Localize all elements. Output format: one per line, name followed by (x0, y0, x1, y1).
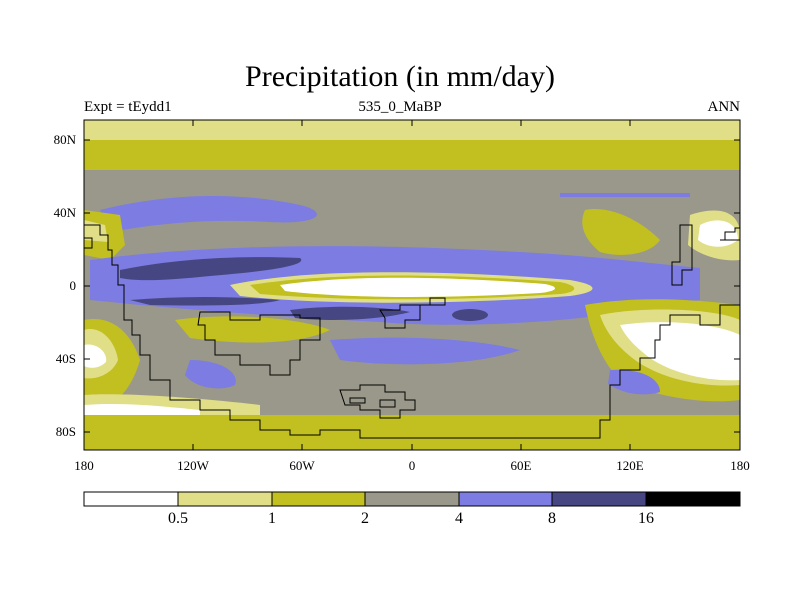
colorbar-label-8: 8 (548, 510, 556, 527)
south-east-blue (608, 369, 660, 395)
colorbar (83, 491, 741, 507)
map-title: Precipitation (in mm/day) (245, 60, 555, 93)
colorbar-label-16: 16 (638, 510, 654, 527)
coastlines (84, 224, 740, 439)
lat-label-40s: 40S (55, 351, 76, 366)
lat-label-80s: 80S (55, 424, 76, 439)
south-blue-patch (185, 360, 236, 389)
colorbar-box-3 (272, 492, 365, 506)
axis-ticks (83, 120, 741, 450)
south-west-driest (84, 344, 107, 368)
south-white-streak (84, 403, 200, 415)
south-blue-band (330, 337, 520, 365)
arctic-band (84, 140, 740, 170)
lat-label-0: 0 (69, 278, 77, 293)
colorbar-label-0-5: 0.5 (168, 510, 188, 527)
colorbar-box-5 (459, 492, 552, 506)
lon-label-60e: 60E (510, 458, 532, 473)
lon-label-120w: 120W (177, 458, 209, 473)
lon-label-120e: 120E (616, 458, 644, 473)
season-label: ANN (707, 99, 741, 115)
storm-track-thin (560, 193, 690, 197)
tropical-very-wet-d (452, 309, 488, 321)
storm-track-north (100, 195, 317, 232)
tropical-very-wet-b (130, 297, 280, 306)
lat-label-80n: 80N (53, 132, 76, 147)
colorbar-label-1: 1 (268, 510, 276, 527)
patch-east-a (582, 209, 660, 255)
period-label: 535_0_MaBP (358, 99, 442, 115)
colorbar-box-7 (646, 492, 740, 506)
experiment-label: Expt = tEydd1 (84, 99, 172, 115)
colorbar-box-6 (552, 492, 646, 506)
lat-label-40n: 40N (53, 205, 76, 220)
equatorial-driest (280, 277, 556, 297)
lon-label-180e: 180 (730, 458, 750, 473)
lon-label-180w: 180 (74, 458, 94, 473)
colorbar-box-1 (84, 492, 178, 506)
lon-label-0: 0 (408, 458, 416, 473)
map-field (84, 120, 740, 450)
south-east-driest (620, 322, 740, 381)
colorbar-label-4: 4 (455, 510, 463, 527)
lon-label-60w: 60W (289, 458, 315, 473)
arctic-band-light (84, 120, 740, 140)
colorbar-box-2 (178, 492, 272, 506)
colorbar-label-2: 2 (361, 510, 369, 527)
colorbar-box-4 (365, 492, 459, 506)
south-central-dry (175, 316, 330, 343)
tropical-very-wet-a (120, 257, 302, 281)
